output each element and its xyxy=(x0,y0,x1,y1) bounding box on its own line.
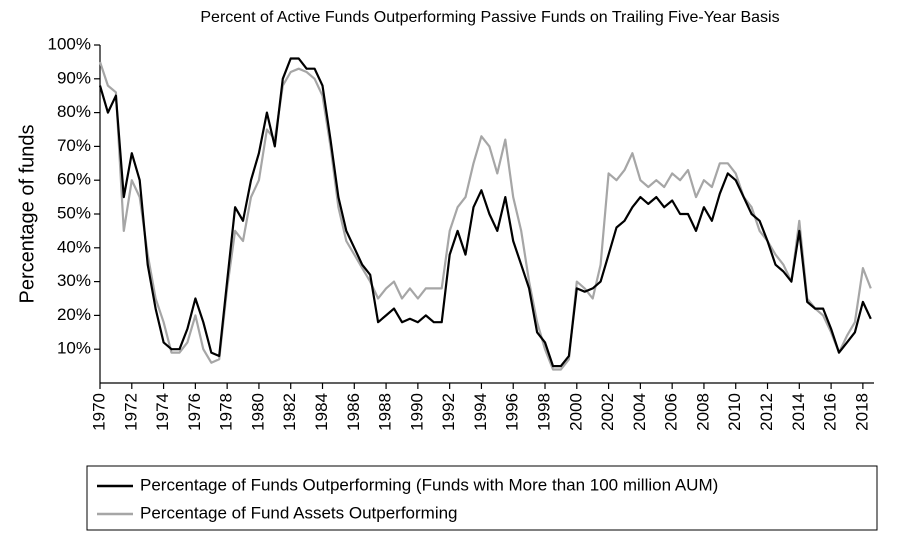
legend-box xyxy=(86,465,878,531)
x-tick-label: 2000 xyxy=(566,393,585,431)
x-tick-label: 1994 xyxy=(471,393,490,431)
x-tick-label: 2006 xyxy=(662,393,681,431)
x-tick-label: 1986 xyxy=(344,393,363,431)
legend-label: Percentage of Funds Outperforming (Funds… xyxy=(140,475,718,494)
chart-title: Percent of Active Funds Outperforming Pa… xyxy=(200,9,779,26)
x-tick-label: 1976 xyxy=(185,393,204,431)
x-tick-label: 2004 xyxy=(630,393,649,431)
x-tick-label: 1996 xyxy=(503,393,522,431)
legend-label: Percentage of Fund Assets Outperforming xyxy=(140,503,458,522)
x-tick-label: 1992 xyxy=(439,393,458,431)
x-tick-label: 1972 xyxy=(121,393,140,431)
y-tick-label: 80% xyxy=(57,102,91,121)
y-tick-label: 20% xyxy=(57,305,91,324)
x-tick-label: 1988 xyxy=(376,393,395,431)
x-tick-label: 1998 xyxy=(534,393,553,431)
x-tick-label: 2016 xyxy=(821,393,840,431)
x-tick-label: 1982 xyxy=(280,393,299,431)
y-tick-label: 60% xyxy=(57,170,91,189)
x-tick-label: 2014 xyxy=(789,393,808,431)
y-tick-label: 70% xyxy=(57,136,91,155)
y-tick-label: 10% xyxy=(57,339,91,358)
y-axis-label: Percentage of funds xyxy=(16,124,38,303)
y-tick-label: 50% xyxy=(57,203,91,222)
x-tick-label: 1974 xyxy=(153,393,172,431)
x-tick-label: 1970 xyxy=(89,393,108,431)
x-tick-label: 2012 xyxy=(757,393,776,431)
series-line xyxy=(98,57,872,368)
y-tick-label: 40% xyxy=(57,237,91,256)
x-tick-label: 1980 xyxy=(248,393,267,431)
x-tick-label: 1984 xyxy=(312,393,331,431)
x-tick-label: 1978 xyxy=(217,393,236,431)
x-tick-label: 2008 xyxy=(693,393,712,431)
y-tick-label: 30% xyxy=(57,271,91,290)
y-tick-label: 90% xyxy=(57,68,91,87)
y-tick-label: 100% xyxy=(48,34,91,53)
x-tick-label: 2018 xyxy=(852,393,871,431)
x-tick-label: 1990 xyxy=(407,393,426,431)
x-tick-label: 2010 xyxy=(725,393,744,431)
x-tick-label: 2002 xyxy=(598,393,617,431)
